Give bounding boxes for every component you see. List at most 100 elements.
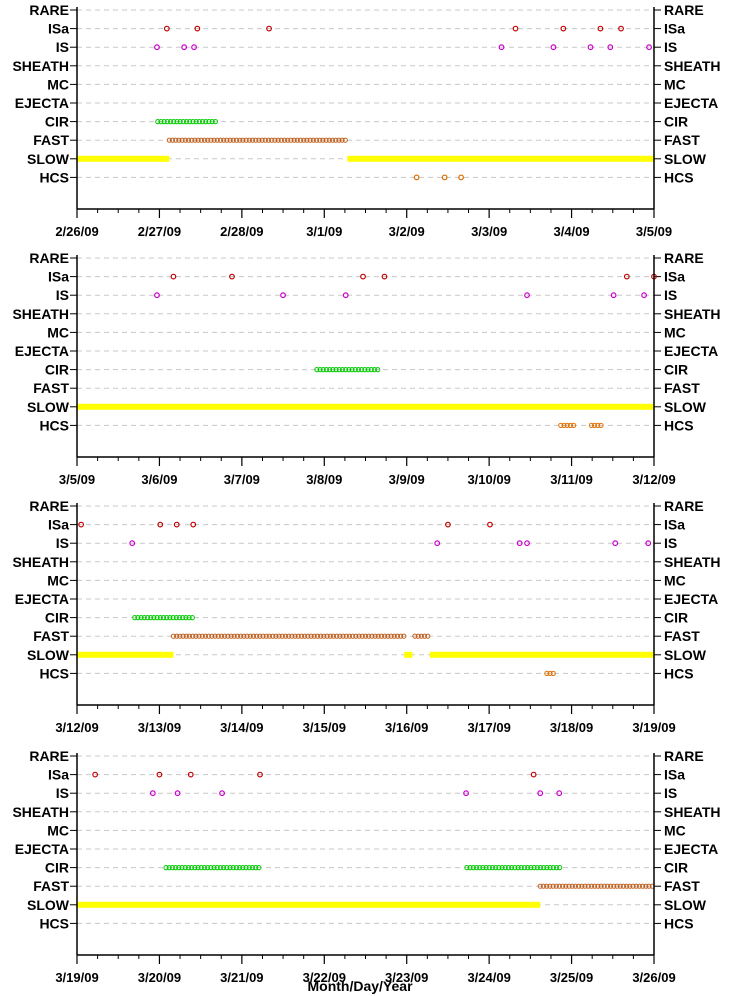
cir-interval-marker xyxy=(365,367,371,373)
fast-interval-marker xyxy=(598,883,604,889)
fast-interval-marker xyxy=(291,137,297,143)
fast-interval-marker xyxy=(195,137,201,143)
y-tick-label-left: FAST xyxy=(33,132,69,148)
isa-event-point xyxy=(618,25,624,32)
y-tick-label-left: SHEATH xyxy=(12,306,69,322)
slow-wind-bar xyxy=(404,651,413,658)
hcs-interval-marker xyxy=(598,422,604,428)
y-tick-label-right: MC xyxy=(664,572,686,588)
fast-interval-marker xyxy=(394,633,401,639)
cir-interval-marker xyxy=(480,865,486,871)
cir-interval-marker xyxy=(467,865,473,871)
cir-interval-marker xyxy=(537,865,544,871)
fast-interval-marker xyxy=(421,633,428,639)
fast-interval-marker xyxy=(388,633,394,639)
fast-interval-marker xyxy=(569,883,575,889)
fast-interval-marker xyxy=(285,137,291,143)
fast-interval-marker xyxy=(343,633,349,639)
fast-interval-marker xyxy=(595,883,601,889)
y-tick-label-right: SHEATH xyxy=(664,306,721,322)
cir-interval-marker xyxy=(135,615,141,621)
cir-interval-marker xyxy=(473,865,480,871)
fast-interval-marker xyxy=(579,883,585,889)
fast-interval-marker xyxy=(292,633,298,639)
cir-interval-marker xyxy=(534,865,540,871)
cir-interval-marker xyxy=(151,615,157,621)
cir-interval-marker xyxy=(371,367,378,373)
y-tick-label-right: IS xyxy=(664,785,677,801)
fast-interval-marker xyxy=(186,633,193,639)
fast-interval-marker xyxy=(247,633,253,639)
y-tick-label-left: CIR xyxy=(45,860,69,876)
fast-interval-marker xyxy=(318,633,324,639)
slow-wind-bar xyxy=(77,403,654,410)
cir-interval-marker xyxy=(499,865,505,871)
fast-interval-marker xyxy=(244,633,250,639)
fast-interval-marker xyxy=(234,633,241,639)
y-tick-label-left: RARE xyxy=(29,250,69,266)
x-tick-label: 3/24/09 xyxy=(467,970,510,985)
y-tick-label-right: HCS xyxy=(664,169,694,185)
y-tick-label-right: SLOW xyxy=(664,151,707,167)
is-event-point xyxy=(219,790,225,797)
y-tick-label-right: CIR xyxy=(664,860,688,876)
cir-interval-marker xyxy=(230,865,236,871)
hcs-interval-marker xyxy=(550,670,556,677)
fast-interval-marker xyxy=(208,137,214,143)
cir-interval-marker xyxy=(179,865,185,871)
fast-interval-marker xyxy=(608,883,614,889)
fast-interval-marker xyxy=(321,633,327,639)
cir-interval-marker xyxy=(206,119,212,125)
cir-interval-marker xyxy=(167,615,173,621)
cir-interval-marker xyxy=(177,119,183,125)
hcs-interval-marker xyxy=(591,422,598,428)
fast-interval-marker xyxy=(359,633,365,639)
cir-interval-marker xyxy=(217,865,224,871)
x-tick-label: 3/8/09 xyxy=(306,472,342,487)
fast-interval-marker xyxy=(601,883,607,889)
cir-interval-marker xyxy=(173,615,179,621)
fast-interval-marker xyxy=(592,883,598,889)
cir-interval-marker xyxy=(198,865,204,871)
y-tick-label-right: RARE xyxy=(664,748,704,764)
y-tick-label-right: SHEATH xyxy=(664,804,721,820)
y-tick-label-left: MC xyxy=(47,76,69,92)
cir-interval-marker xyxy=(327,367,333,373)
fast-interval-marker xyxy=(327,633,333,639)
is-event-point xyxy=(342,292,349,299)
cir-interval-marker xyxy=(346,367,352,373)
hcs-interval-marker xyxy=(595,422,601,428)
fast-interval-marker xyxy=(237,137,243,143)
isa-event-point xyxy=(487,521,493,528)
hcs-interval-marker xyxy=(567,422,574,428)
is-event-point xyxy=(610,292,617,299)
fast-interval-marker xyxy=(563,883,569,889)
cir-interval-marker xyxy=(221,865,227,871)
cir-interval-marker xyxy=(209,119,215,125)
fast-interval-marker xyxy=(314,633,321,639)
cir-interval-marker xyxy=(323,367,330,373)
y-tick-label-left: SHEATH xyxy=(12,804,69,820)
y-tick-label-left: ISa xyxy=(48,517,69,533)
is-event-point xyxy=(524,540,530,547)
y-tick-label-left: SHEATH xyxy=(12,554,69,570)
cir-interval-marker xyxy=(502,865,508,871)
fast-interval-marker xyxy=(212,633,218,639)
is-event-point xyxy=(607,44,614,51)
slow-wind-bar xyxy=(347,155,654,162)
cir-interval-marker xyxy=(170,615,176,621)
isa-event-point xyxy=(173,521,180,528)
y-tick-label-left: CIR xyxy=(45,114,69,130)
panel-1: RARE RARE ISa ISa IS IS SHEATH SHEATH MC MC EJECTA… xyxy=(12,2,720,239)
cir-interval-marker xyxy=(352,367,358,373)
y-tick-label-left: FAST xyxy=(33,878,69,894)
fast-interval-marker xyxy=(340,633,346,639)
cir-interval-marker xyxy=(237,865,243,871)
y-tick-label-right: SLOW xyxy=(664,399,707,415)
y-tick-label-right: IS xyxy=(664,287,677,303)
y-tick-label-right: HCS xyxy=(664,915,694,931)
fast-interval-marker xyxy=(333,137,339,143)
panel-2: RARE RARE ISa ISa IS IS SHEATH SHEATH MC MC EJECTA… xyxy=(12,250,720,487)
cir-interval-marker xyxy=(154,615,160,621)
